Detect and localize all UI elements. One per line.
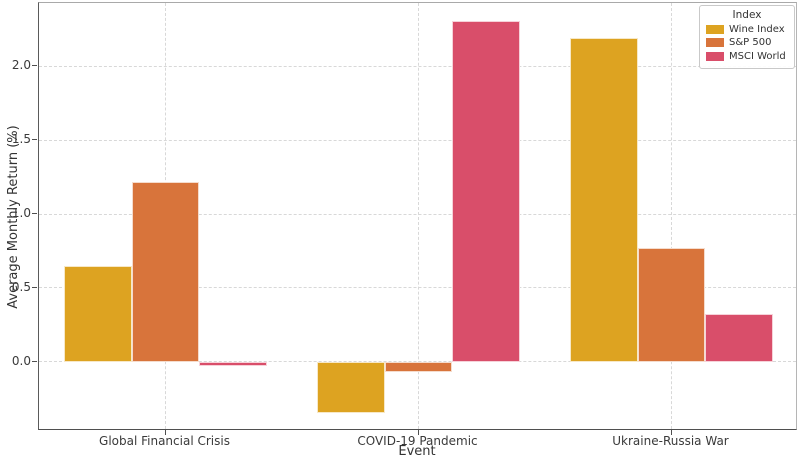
legend-entry: MSCI World	[706, 51, 788, 62]
y-tick-mark	[32, 360, 37, 362]
x-tick-label: Ukraine-Russia War	[612, 434, 729, 448]
bar-s-p-500	[384, 361, 453, 372]
x-tick-mark	[670, 430, 672, 435]
y-tick-mark	[32, 213, 37, 215]
y-tick-label: 0.0	[11, 353, 31, 368]
y-tick-mark	[32, 139, 37, 141]
bar-msci-world	[452, 20, 520, 362]
gridline-vertical	[671, 3, 672, 429]
y-tick-label: 1.5	[11, 132, 31, 147]
legend-swatch-icon	[706, 51, 724, 61]
legend-items: Wine Index S&P 500 MSCI World	[706, 24, 788, 62]
bar-s-p-500	[131, 181, 200, 362]
legend: Index Wine Index S&P 500 MSCI World	[699, 5, 795, 69]
legend-swatch-icon	[706, 24, 724, 34]
legend-swatch-icon	[706, 38, 724, 47]
legend-label: S&P 500	[729, 37, 772, 48]
bar-msci-world	[705, 314, 773, 362]
gridline-vertical	[418, 3, 419, 429]
legend-entry: S&P 500	[706, 37, 788, 48]
legend-entry: Wine Index	[706, 24, 788, 35]
x-tick-label: Global Financial Crisis	[99, 434, 230, 448]
x-tick-mark	[164, 430, 166, 435]
y-tick-mark	[32, 286, 37, 288]
gridline-horizontal	[39, 139, 796, 141]
x-tick-mark	[417, 430, 419, 435]
y-tick-mark	[32, 65, 37, 67]
bar-msci-world	[199, 361, 267, 367]
gridline-horizontal	[39, 213, 796, 215]
legend-label: Wine Index	[729, 23, 785, 35]
bar-wine-index	[317, 361, 385, 414]
gridline-horizontal	[39, 65, 796, 67]
x-tick-label: COVID-19 Pandemic	[357, 434, 478, 448]
bar-wine-index	[570, 38, 638, 362]
y-tick-label: 2.0	[11, 58, 31, 73]
gridline-horizontal	[39, 287, 796, 289]
plot-area	[38, 2, 797, 430]
legend-title: Index	[732, 9, 762, 21]
bar-wine-index	[64, 265, 132, 362]
y-tick-label: 0.5	[11, 279, 31, 294]
y-tick-label: 1.0	[11, 206, 31, 221]
x-axis-label: Event	[398, 444, 436, 459]
legend-label: MSCI World	[729, 50, 786, 62]
bar-s-p-500	[637, 247, 706, 362]
